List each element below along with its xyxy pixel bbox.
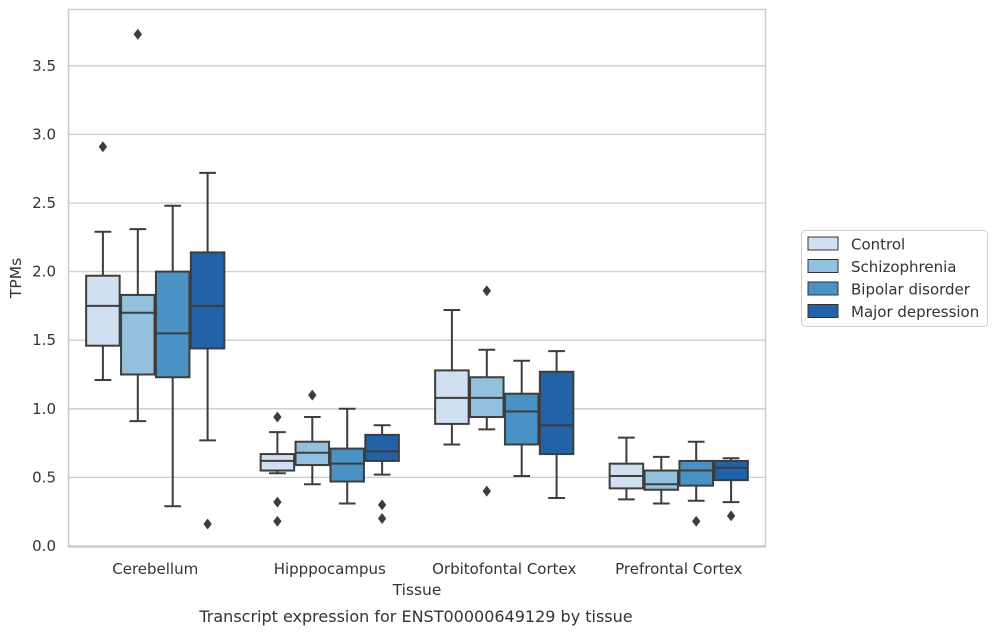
y-tick-label: 0.0 [32,537,56,555]
iqr-box [189,251,226,350]
outlier-point [203,518,212,530]
legend-label: Major depression [851,303,979,321]
x-tick-label: Cerebellum [112,560,198,578]
y-tick-label: 3.5 [32,57,56,75]
y-tick-labels: 0.0 0.5 1.0 1.5 2.0 2.5 3.0 3.5 [32,57,56,555]
y-tick-label: 0.5 [32,468,56,486]
box-bipolar-disorder [503,359,540,478]
iqr-box [364,433,400,462]
outlier-point [482,485,491,497]
outlier-point [308,389,317,401]
box-bipolar-disorder [329,407,365,505]
y-axis-label: TPMs [7,258,25,299]
box-schizophrenia [469,285,505,497]
y-tick-label: 2.0 [32,263,56,281]
x-tick-label: Hipppocampus [274,560,386,578]
legend-swatch [807,259,839,273]
x-axis-label: Tissue [392,581,442,599]
box-schizophrenia [643,455,680,505]
box-major-depression [364,424,400,525]
iqr-box [643,469,680,491]
y-tick-label: 2.5 [32,194,56,212]
iqr-box [154,270,191,379]
iqr-box [85,274,121,347]
x-tick-label: Prefrontal Cortex [615,560,742,578]
iqr-box [120,293,156,376]
box-control [608,436,645,501]
box-control [85,141,121,381]
iqr-box [538,370,575,456]
iqr-box [329,447,365,483]
outlier-point [98,141,108,153]
outlier-point [692,515,701,527]
outlier-point [133,28,142,40]
box-bipolar-disorder [678,440,714,527]
outlier-point [377,513,387,525]
box-control [259,411,296,527]
box-major-depression [713,457,749,522]
y-tick-label: 3.0 [32,125,56,143]
outlier-point [273,515,282,527]
legend-frame [801,230,988,327]
legend-swatch [807,281,839,296]
iqr-box [713,459,749,482]
outlier-point [273,411,282,423]
x-tick-labels: Cerebellum Hipppocampus Orbitofontal Corte… [112,560,742,578]
box-bipolar-disorder [154,204,191,508]
x-tick-label: Orbitofontal Cortex [432,560,576,578]
legend-label: Schizophrenia [851,258,956,276]
outlier-point [377,499,387,511]
y-tick-label: 1.0 [32,400,56,418]
legend-label: Control [851,236,905,254]
box-major-depression [189,171,226,530]
legend-label: Bipolar disorder [851,281,971,299]
legend: Control Schizophrenia Bipolar disorder Majo… [801,230,988,327]
iqr-box [503,392,540,446]
figure-caption: Transcript expression for ENST0000064912… [198,607,632,626]
outlier-point [273,496,282,508]
box-schizophrenia [294,389,331,486]
box-major-depression [538,350,575,499]
y-tick-label: 1.5 [32,331,56,349]
iqr-box [259,453,296,472]
iqr-box [678,459,714,487]
box-plot-marks [85,28,749,530]
legend-swatch [807,304,839,318]
outlier-point [482,285,491,297]
legend-swatch [807,236,839,251]
outlier-point [726,510,736,522]
box-schizophrenia [120,28,156,423]
box-control [434,309,470,446]
